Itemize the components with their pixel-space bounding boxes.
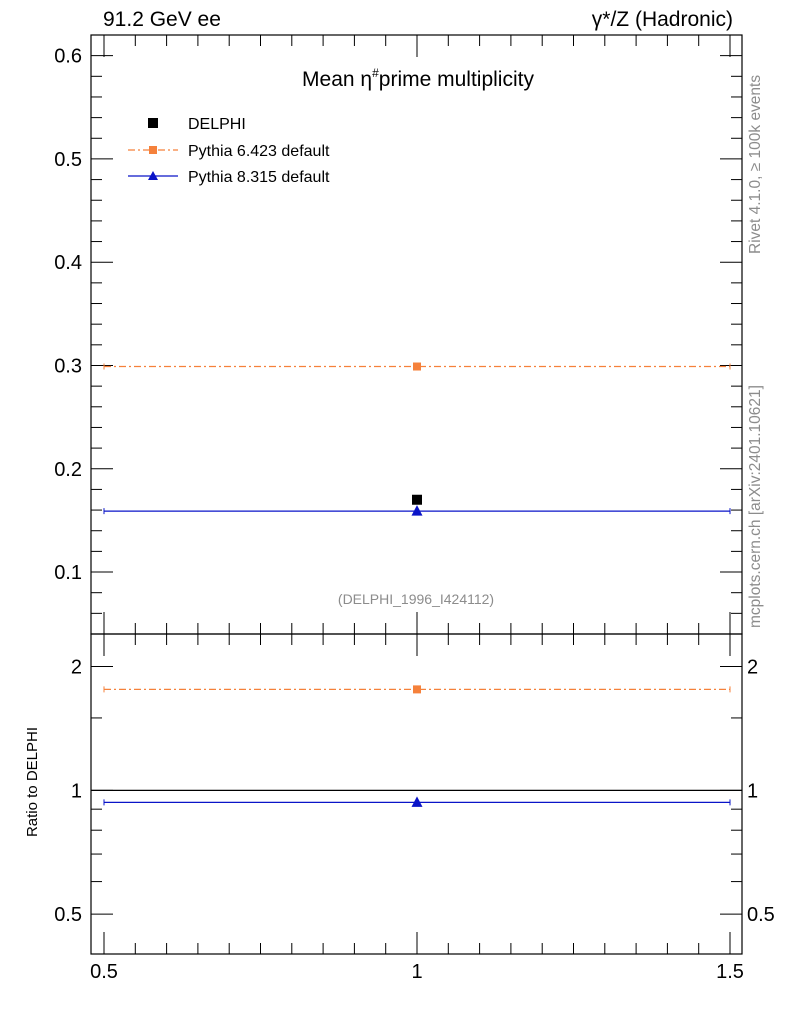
main-ytick-label: 0.5 (54, 149, 82, 171)
ratio-xtick-label: 1.5 (716, 961, 744, 983)
legend-marker-pythia6 (149, 146, 157, 154)
chart-title: Mean η#prime multiplicity (302, 66, 534, 91)
ratio-ytick-label-right: 1 (747, 780, 758, 802)
legend-label-delphi: DELPHI (188, 116, 246, 133)
legend-label-pythia8: Pythia 8.315 default (188, 169, 330, 186)
analysis-watermark: (DELPHI_1996_I424112) (338, 591, 494, 607)
ratio-ytick-label-left: 2 (71, 657, 82, 679)
ratio-ylabel: Ratio to DELPHI (24, 727, 41, 837)
ratio-xtick-label: 0.5 (90, 961, 118, 983)
legend-marker-pythia8 (148, 171, 158, 180)
ratio-ytick-label-right: 2 (747, 657, 758, 679)
main-ytick-label: 0.6 (54, 46, 82, 68)
header-left-label: 91.2 GeV ee (103, 8, 221, 31)
ratio-ytick-label-left: 1 (71, 780, 82, 802)
main-ytick-label: 0.2 (54, 459, 82, 481)
legend-marker-delphi (148, 118, 158, 128)
ratio-ytick-label-left: 0.5 (54, 904, 82, 926)
main-data-point (412, 494, 422, 505)
main-ytick-label: 0.4 (54, 252, 82, 274)
main-ytick-label: 0.3 (54, 355, 82, 377)
legend: DELPHI Pythia 6.423 default Pythia 8.315… (128, 116, 330, 186)
main-ytick-label: 0.1 (54, 562, 82, 584)
ratio-series-point (413, 685, 421, 694)
main-series-point (413, 362, 421, 371)
legend-label-pythia6: Pythia 6.423 default (188, 143, 330, 160)
ratio-ytick-label-right: 0.5 (747, 904, 775, 926)
ratio-xtick-label: 1 (411, 961, 422, 983)
ratio-series-point (411, 796, 423, 807)
main-series-point (411, 505, 423, 516)
header-right-label: γ*/Z (Hadronic) (591, 8, 733, 31)
ratio-panel-frame (90, 633, 743, 955)
